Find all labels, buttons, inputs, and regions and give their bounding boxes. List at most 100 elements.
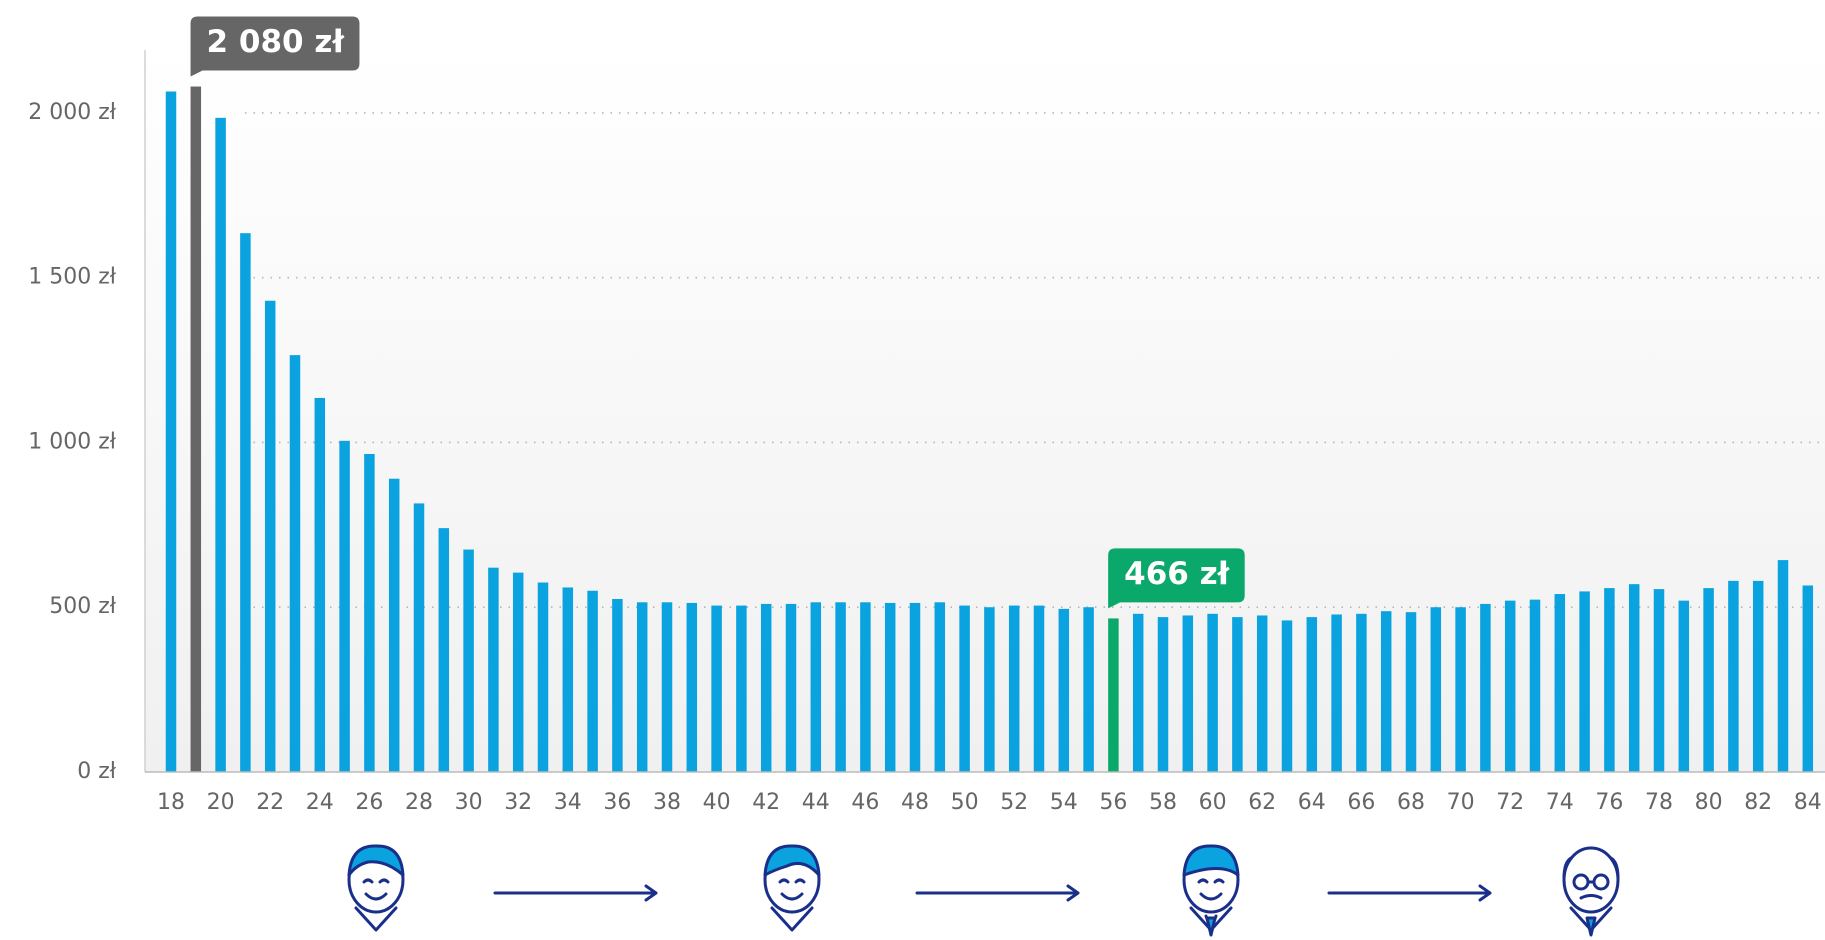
x-tick-label: 82 — [1744, 790, 1772, 815]
bar — [1157, 617, 1169, 772]
bar — [1752, 580, 1764, 772]
bar — [364, 453, 375, 772]
bar — [984, 607, 995, 772]
x-tick-label: 22 — [256, 790, 284, 815]
bar — [289, 355, 301, 772]
bar — [537, 582, 549, 772]
bar — [884, 602, 896, 772]
badge-background — [1108, 548, 1245, 609]
bar — [512, 572, 524, 772]
x-tick-label: 38 — [653, 790, 681, 815]
bar — [661, 602, 673, 772]
y-tick-label: 0 zł — [77, 759, 117, 784]
x-tick-label: 18 — [157, 790, 185, 815]
bar — [612, 598, 623, 772]
bar — [1083, 607, 1094, 772]
bar — [1207, 613, 1218, 772]
bar — [463, 549, 474, 772]
x-tick-label: 34 — [554, 790, 582, 815]
value-label: 2 080 zł — [207, 24, 346, 60]
bar — [388, 478, 400, 772]
bar — [190, 86, 202, 772]
x-tick-label: 80 — [1695, 790, 1723, 815]
bar — [438, 528, 450, 772]
person-middle — [1182, 844, 1240, 937]
bar — [736, 605, 747, 772]
bar — [1480, 603, 1491, 772]
badge-background — [190, 16, 360, 77]
arrow — [915, 884, 1080, 902]
bar — [810, 602, 822, 772]
x-tick-label: 68 — [1397, 790, 1425, 815]
bar — [711, 605, 722, 772]
x-tick-label: 64 — [1298, 790, 1326, 815]
bar — [1108, 618, 1119, 772]
bar — [1653, 589, 1665, 772]
x-tick-label: 78 — [1645, 790, 1673, 815]
bar — [1455, 607, 1466, 772]
x-tick-label: 76 — [1595, 790, 1623, 815]
bar — [240, 233, 251, 772]
bar — [1604, 588, 1615, 772]
value-badge: 2 080 zł — [190, 16, 360, 77]
bar — [488, 567, 499, 772]
x-tick-label: 28 — [405, 790, 433, 815]
person-adult — [763, 844, 821, 932]
x-tick-label: 20 — [207, 790, 235, 815]
bar — [760, 603, 772, 772]
y-tick-label: 500 zł — [49, 594, 117, 619]
x-tick-label: 30 — [455, 790, 483, 815]
x-tick-label: 26 — [355, 790, 383, 815]
y-tick-label: 1 500 zł — [28, 265, 117, 290]
bar — [1306, 617, 1318, 772]
x-tick-label: 56 — [1099, 790, 1127, 815]
bar — [1504, 600, 1516, 772]
bar — [1182, 615, 1194, 772]
bar — [1331, 614, 1342, 772]
bar — [1628, 584, 1640, 772]
value-badge: 466 zł — [1108, 548, 1245, 609]
person-senior — [1562, 846, 1620, 937]
x-tick-label: 24 — [306, 790, 334, 815]
bar — [1033, 605, 1045, 772]
x-tick-label: 66 — [1347, 790, 1375, 815]
bar — [1777, 560, 1789, 772]
bar — [959, 605, 970, 772]
x-tick-label: 36 — [603, 790, 631, 815]
bar — [1728, 580, 1739, 772]
bars — [165, 86, 1825, 772]
x-tick-label: 72 — [1496, 790, 1524, 815]
bar — [215, 117, 226, 772]
x-tick-label: 46 — [851, 790, 879, 815]
bar — [1430, 607, 1442, 772]
x-tick-label: 48 — [901, 790, 929, 815]
bar — [1703, 588, 1714, 772]
x-tick-label: 42 — [752, 790, 780, 815]
x-tick-label: 32 — [504, 790, 532, 815]
x-tick-label: 44 — [802, 790, 830, 815]
x-tick-label: 84 — [1794, 790, 1822, 815]
x-tick-label: 74 — [1546, 790, 1574, 815]
bar — [1380, 611, 1392, 772]
y-tick-label: 2 000 zł — [28, 100, 117, 125]
bar — [1356, 613, 1367, 772]
bar — [339, 440, 350, 772]
bar — [1405, 612, 1417, 772]
bar — [785, 603, 797, 772]
bar — [1281, 620, 1293, 772]
bar — [860, 602, 871, 772]
x-tick-label: 52 — [1000, 790, 1028, 815]
x-tick-label: 62 — [1248, 790, 1276, 815]
x-tick-label: 58 — [1149, 790, 1177, 815]
bar — [1058, 608, 1070, 772]
bar — [165, 91, 177, 772]
x-tick-label: 50 — [951, 790, 979, 815]
bar — [934, 602, 946, 772]
x-tick-label: 40 — [703, 790, 731, 815]
bar — [264, 300, 276, 772]
bar — [1008, 605, 1020, 772]
bar — [413, 503, 425, 772]
bar — [1802, 585, 1814, 772]
bar — [1554, 594, 1566, 772]
